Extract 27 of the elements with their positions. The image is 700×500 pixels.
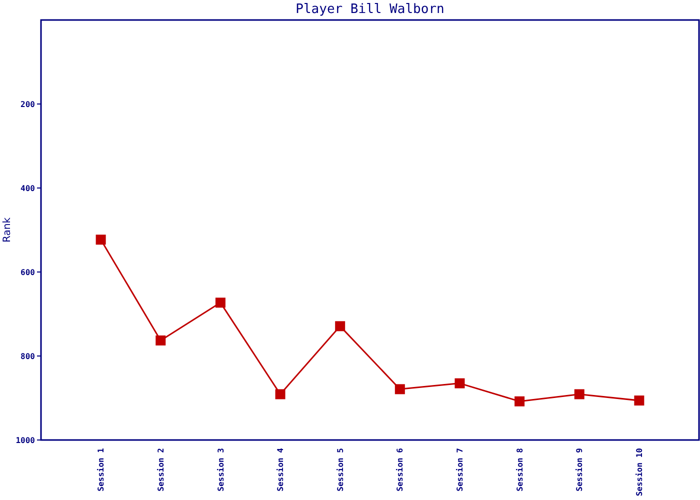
point [156, 335, 166, 346]
x-tick-label: Session 8 [515, 448, 524, 492]
y-tick-label: 800 [20, 352, 36, 361]
x-tick-label: Session 9 [575, 448, 584, 492]
x-tick-label: Session 10 [634, 448, 644, 496]
x-tick-label: Session 4 [276, 448, 286, 492]
point [394, 384, 405, 394]
point [454, 378, 465, 388]
x-tick-label: Session 2 [156, 448, 166, 492]
x-tick-label: Session 1 [96, 448, 106, 492]
x-tick-label: Session 3 [216, 448, 226, 492]
point [275, 389, 286, 400]
point [574, 389, 584, 400]
y-tick-label: 600 [20, 268, 36, 277]
x-tick-label: Session 7 [456, 448, 465, 492]
y-tick-label: 1000 [16, 436, 36, 445]
point [215, 298, 226, 308]
point [634, 396, 644, 406]
y-tick-label: 400 [20, 184, 36, 193]
y-tick-label: 200 [20, 100, 36, 109]
y-axis-title: Rank [2, 217, 13, 242]
x-tick-label: Session 5 [336, 448, 345, 492]
point [335, 321, 346, 332]
point [96, 234, 106, 245]
chart-title: Player Bill Walborn [296, 2, 444, 17]
x-tick-label: Session 6 [396, 448, 405, 492]
point [514, 396, 525, 406]
